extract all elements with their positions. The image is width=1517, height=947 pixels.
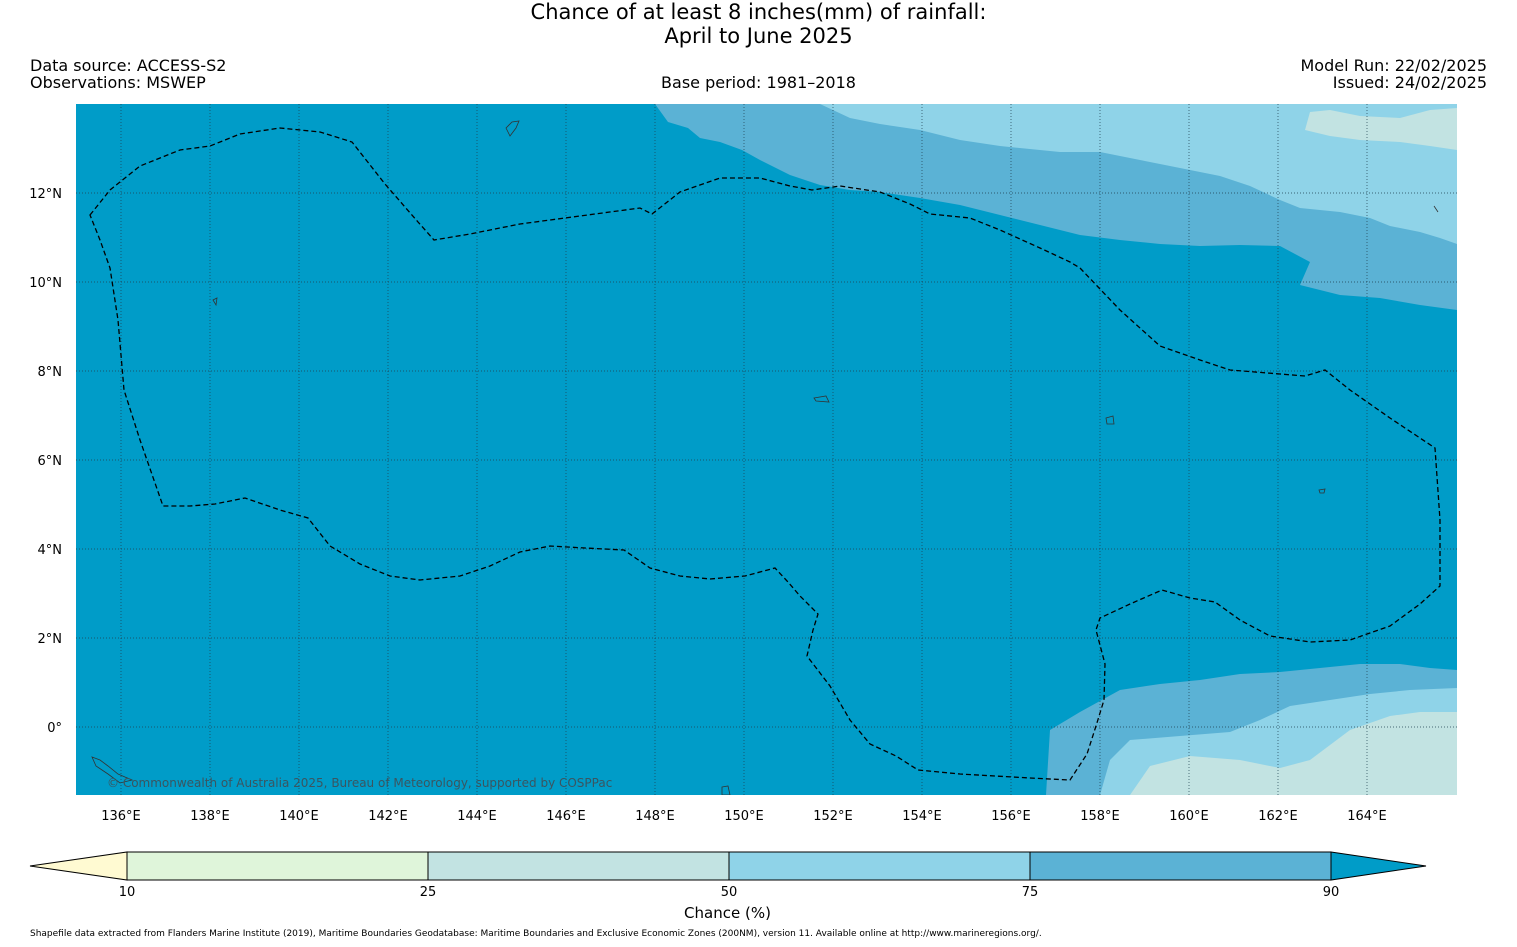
colorbar-ticks: 10 25 50 75 90	[119, 885, 1340, 900]
lon-label-140e: 140°E	[279, 809, 319, 824]
longitude-labels: 136°E 138°E 140°E 142°E 144°E 146°E 148°…	[101, 809, 1387, 824]
base-period-label: Base period: 1981–2018	[661, 73, 856, 92]
island-outlines	[91, 120, 1439, 795]
lat-label-8n: 8°N	[38, 365, 63, 380]
lon-label-154e: 154°E	[902, 809, 942, 824]
observations-label: Observations: MSWEP	[30, 73, 206, 92]
colorbar-tick-25: 25	[420, 885, 437, 900]
colorbar-segment-above-90	[1330, 851, 1427, 881]
colorbar-segment-25-50	[427, 851, 730, 881]
colorbar-tick-90: 90	[1323, 885, 1340, 900]
lat-label-0: 0°	[47, 721, 62, 736]
colorbar-title: Chance (%)	[684, 904, 771, 922]
lon-label-142e: 142°E	[368, 809, 408, 824]
lat-label-2n: 2°N	[38, 632, 63, 647]
colorbar	[29, 851, 1427, 881]
category-25-50-region-north	[1305, 108, 1457, 150]
map-title-line1: Chance of at least 8 inches(mm) of rainf…	[530, 0, 987, 24]
copyright-notice: © Commonwealth of Australia 2025, Bureau…	[107, 776, 612, 790]
lon-label-152e: 152°E	[813, 809, 853, 824]
lon-label-156e: 156°E	[991, 809, 1031, 824]
colorbar-segment-50-75	[728, 851, 1031, 881]
colorbar-segment-75-90	[1029, 851, 1332, 881]
lon-label-144e: 144°E	[457, 809, 497, 824]
category-50-75-region-north	[820, 104, 1457, 244]
graticule	[76, 104, 1457, 795]
latitude-labels: 12°N 10°N 8°N 6°N 4°N 2°N 0°	[29, 187, 62, 736]
lon-label-136e: 136°E	[101, 809, 141, 824]
model-run-label: Model Run: 22/02/2025	[1300, 56, 1488, 75]
colorbar-segment-below-10	[29, 851, 128, 881]
lon-label-146e: 146°E	[546, 809, 586, 824]
lat-label-12n: 12°N	[29, 187, 62, 202]
category-25-50-region-south	[1130, 712, 1457, 795]
colorbar-tick-10: 10	[119, 885, 136, 900]
lon-label-160e: 160°E	[1169, 809, 1209, 824]
lat-label-10n: 10°N	[29, 276, 62, 291]
lon-label-158e: 158°E	[1080, 809, 1120, 824]
eez-boundary-line	[89, 127, 1441, 781]
colorbar-tick-50: 50	[721, 885, 738, 900]
lon-label-162e: 162°E	[1258, 809, 1298, 824]
probability-fill: © Commonwealth of Australia 2025, Bureau…	[76, 104, 1457, 795]
issued-label: Issued: 24/02/2025	[1332, 73, 1487, 92]
lat-label-6n: 6°N	[38, 454, 63, 469]
colorbar-tick-75: 75	[1022, 885, 1039, 900]
shapefile-footnote: Shapefile data extracted from Flanders M…	[30, 929, 1042, 939]
lon-label-150e: 150°E	[724, 809, 764, 824]
data-source-label: Data source: ACCESS-S2	[30, 56, 227, 75]
lon-label-138e: 138°E	[190, 809, 230, 824]
lon-label-148e: 148°E	[635, 809, 675, 824]
lon-label-164e: 164°E	[1347, 809, 1387, 824]
lat-label-4n: 4°N	[38, 543, 63, 558]
colorbar-segment-10-25	[126, 851, 429, 881]
map-title-line2: April to June 2025	[664, 24, 853, 48]
